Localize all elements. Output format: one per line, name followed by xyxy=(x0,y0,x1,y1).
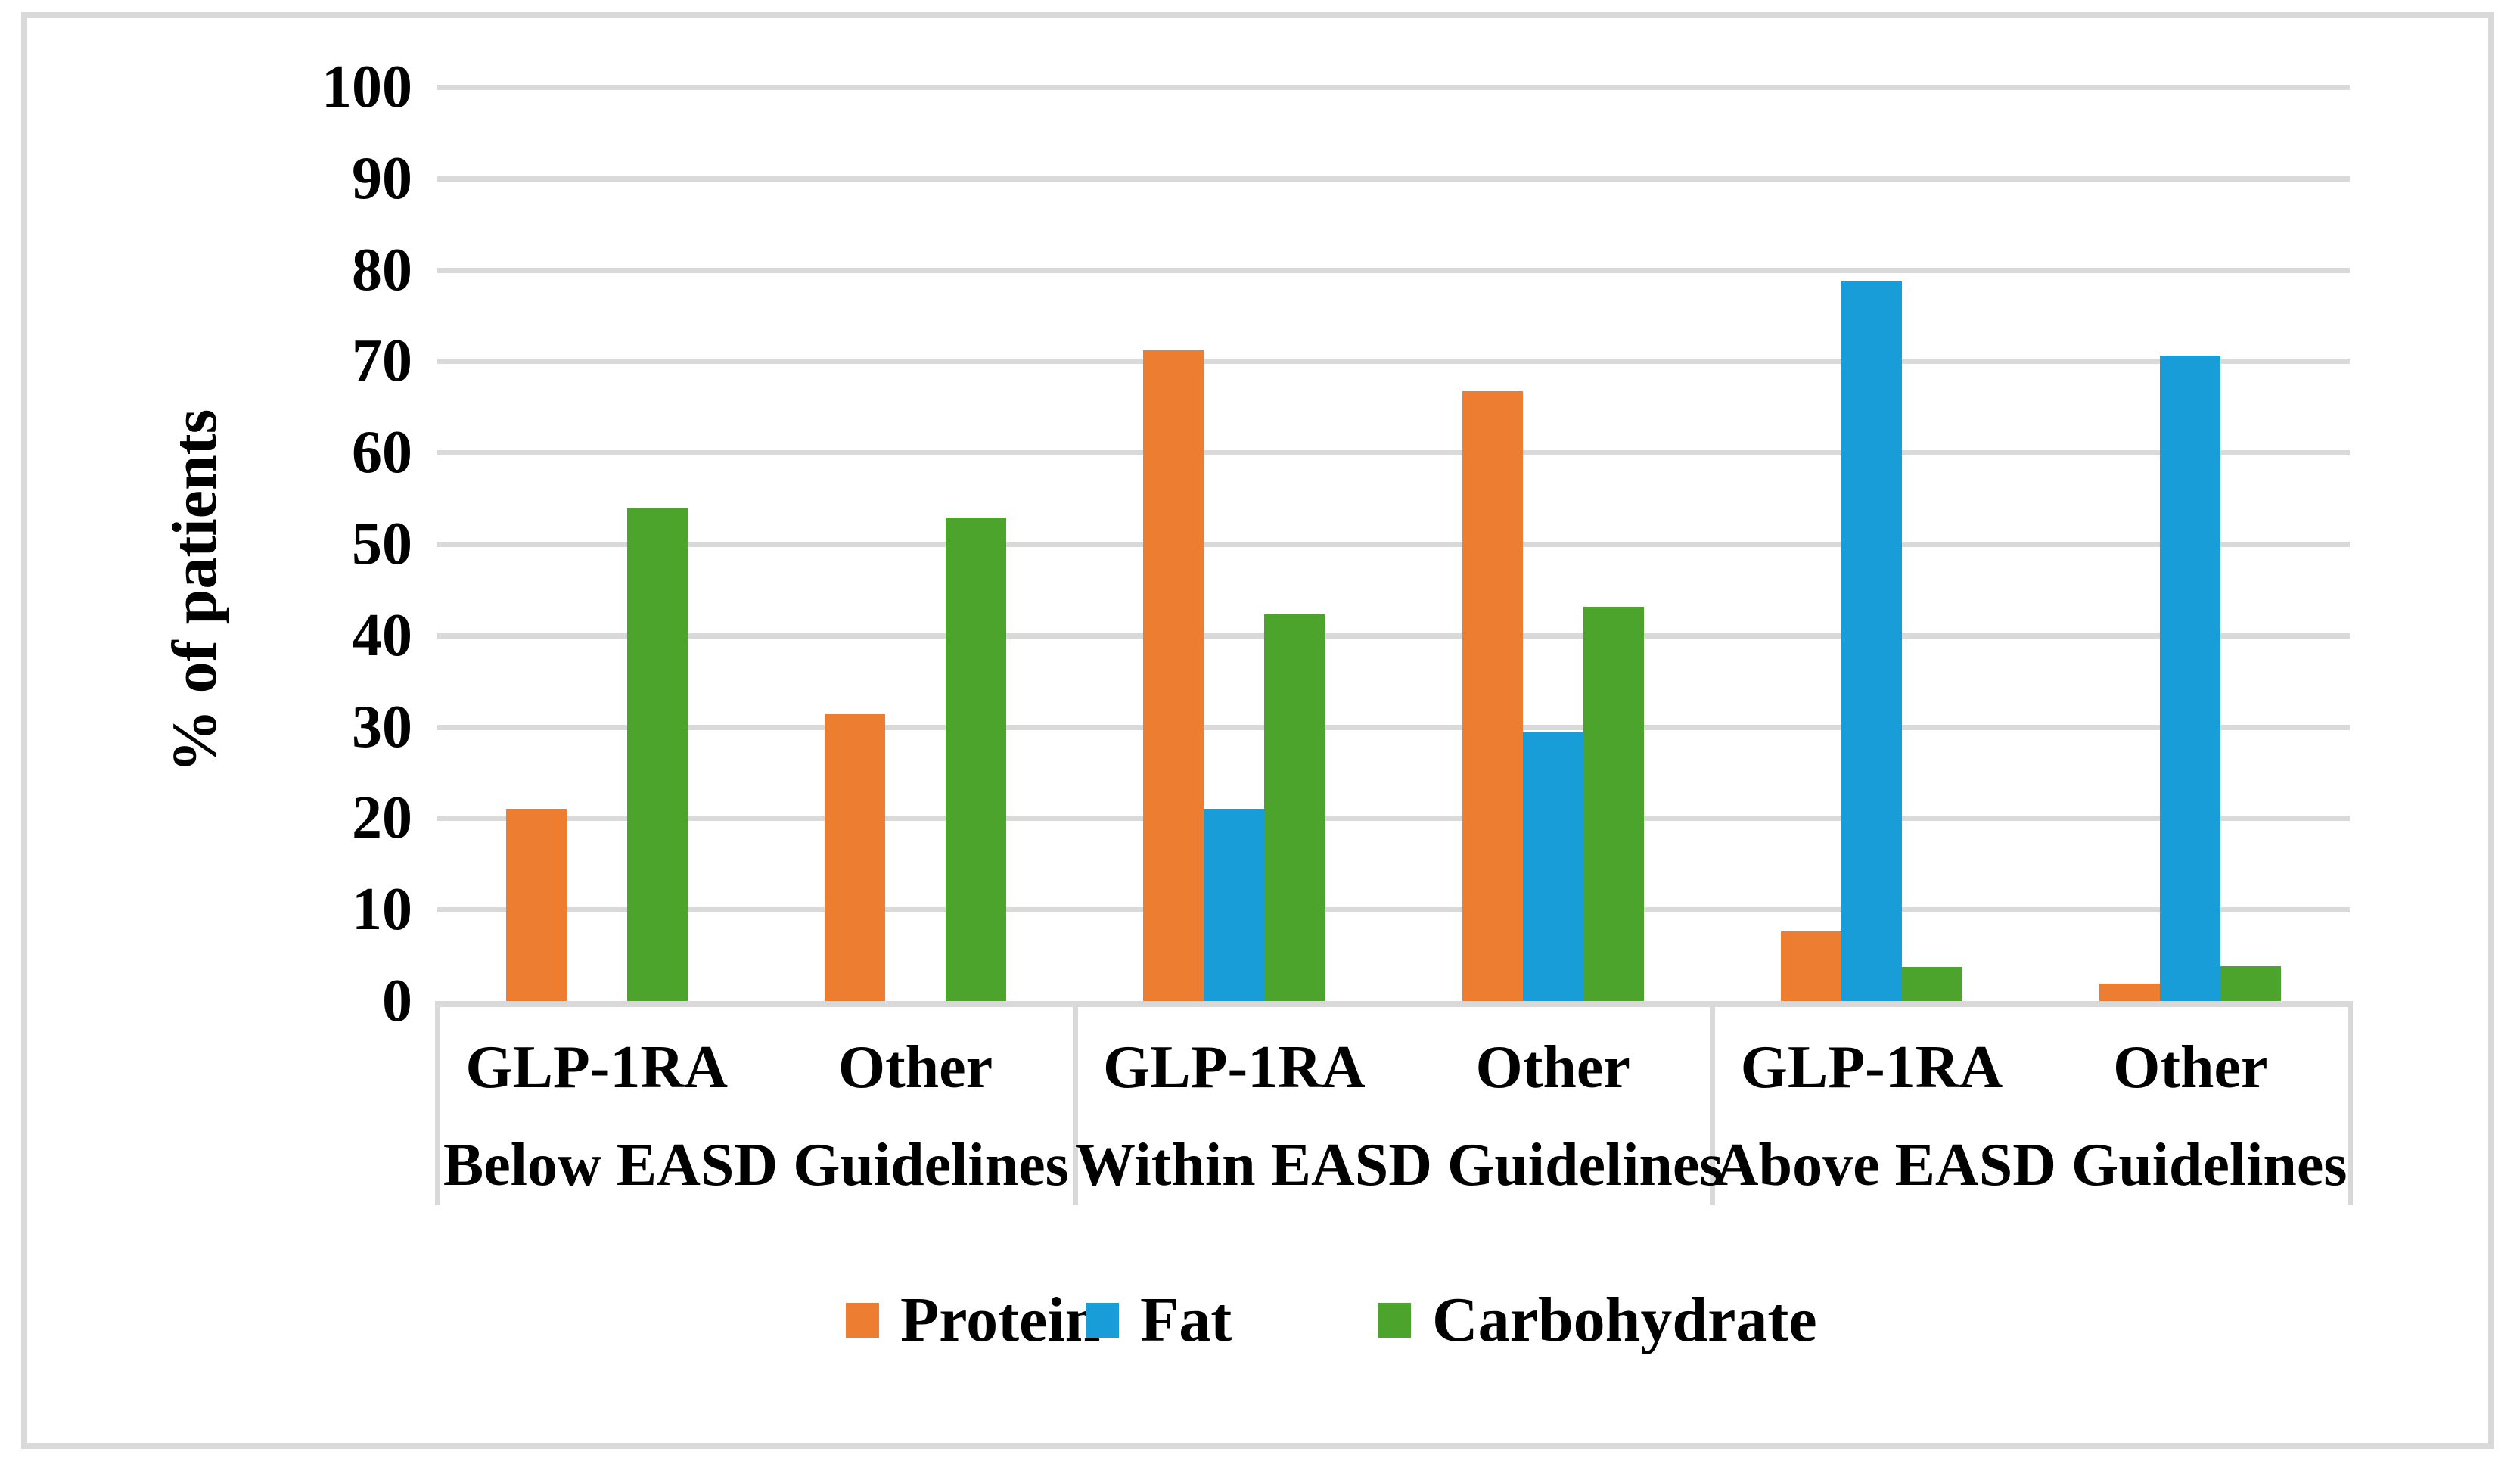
category-divider-3 xyxy=(2348,1001,2353,1205)
gridline-70 xyxy=(437,359,2350,365)
legend-label-fat: Fat xyxy=(1140,1285,1232,1355)
group-label-0: Below EASD Guidelines xyxy=(443,1132,1069,1198)
legend-item-fat: Fat xyxy=(1086,1286,1232,1354)
gridline-90 xyxy=(437,176,2350,182)
gridline-100 xyxy=(437,85,2350,90)
protein-color-swatch xyxy=(846,1303,879,1338)
x-axis-line xyxy=(437,1001,2350,1007)
gridline-80 xyxy=(437,267,2350,273)
category-label-0: GLP-1RA xyxy=(465,1034,728,1101)
bar-fat-5 xyxy=(2160,356,2221,1001)
legend-label-carbohydrate: Carbohydrate xyxy=(1432,1285,1817,1355)
bar-fat-4 xyxy=(1841,281,1902,1001)
legend-item-protein: Protein xyxy=(846,1286,1100,1354)
category-label-2: GLP-1RA xyxy=(1103,1034,1366,1101)
carbohydrate-color-swatch xyxy=(1378,1303,1411,1338)
category-divider-0 xyxy=(435,1001,440,1205)
gridline-50 xyxy=(437,542,2350,547)
y-tick-label-90: 90 xyxy=(352,145,412,212)
y-tick-label-20: 20 xyxy=(352,785,412,852)
y-tick-label-40: 40 xyxy=(352,601,412,669)
y-tick-label-100: 100 xyxy=(322,54,412,120)
gridline-20 xyxy=(437,816,2350,822)
y-axis-title: % of patients xyxy=(160,409,230,773)
y-tick-label-80: 80 xyxy=(352,236,412,303)
y-tick-label-0: 0 xyxy=(382,968,412,1034)
bar-protein-4 xyxy=(1781,931,1841,1001)
category-label-1: Other xyxy=(837,1034,993,1101)
bar-protein-0 xyxy=(505,809,567,1001)
category-label-3: Other xyxy=(1475,1034,1630,1101)
category-divider-1 xyxy=(1072,1001,1078,1205)
group-label-1: Within EASD Guidelines xyxy=(1075,1132,1723,1198)
bar-carbohydrate-4 xyxy=(1902,967,1962,1001)
bar-carbohydrate-5 xyxy=(2220,966,2282,1001)
legend-label-protein: Protein xyxy=(900,1285,1101,1355)
bar-protein-2 xyxy=(1143,350,1204,1001)
gridline-10 xyxy=(437,907,2350,913)
fat-color-swatch xyxy=(1086,1303,1119,1338)
bar-protein-5 xyxy=(2099,984,2161,1001)
bar-carbohydrate-1 xyxy=(946,517,1006,1001)
y-tick-label-50: 50 xyxy=(352,511,412,577)
y-tick-label-30: 30 xyxy=(352,693,412,760)
gridline-30 xyxy=(437,724,2350,730)
gridline-60 xyxy=(437,450,2350,456)
category-label-4: GLP-1RA xyxy=(1740,1034,2003,1101)
y-tick-label-10: 10 xyxy=(352,876,412,943)
bar-carbohydrate-0 xyxy=(626,508,688,1001)
bar-fat-3 xyxy=(1522,732,1583,1001)
y-tick-label-60: 60 xyxy=(352,419,412,486)
figure-border xyxy=(21,12,2494,1449)
y-tick-label-70: 70 xyxy=(352,328,412,395)
bar-protein-1 xyxy=(825,713,885,1001)
category-label-5: Other xyxy=(2113,1034,2268,1101)
category-divider-2 xyxy=(1710,1001,1716,1205)
bar-carbohydrate-3 xyxy=(1583,607,1644,1001)
group-label-2: Above EASD Guidelines xyxy=(1714,1132,2348,1198)
bar-fat-2 xyxy=(1204,809,1265,1001)
gridline-40 xyxy=(437,633,2350,639)
legend-item-carbohydrate: Carbohydrate xyxy=(1378,1286,1817,1354)
bar-protein-3 xyxy=(1462,391,1523,1001)
bar-carbohydrate-2 xyxy=(1264,614,1325,1001)
